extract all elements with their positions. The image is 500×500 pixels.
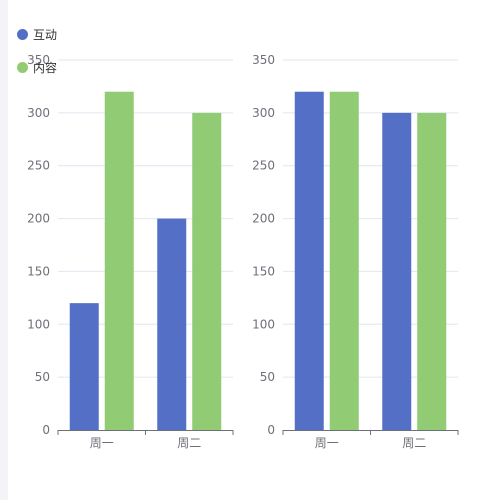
y-tick-label: 50 bbox=[260, 370, 275, 384]
bar bbox=[104, 91, 134, 430]
legend-item-1[interactable]: 内容 bbox=[17, 59, 57, 75]
bar bbox=[69, 303, 99, 430]
y-tick-label: 300 bbox=[252, 106, 275, 120]
legend-marker bbox=[17, 28, 28, 40]
bar bbox=[329, 91, 359, 430]
y-tick-label: 350 bbox=[252, 53, 275, 67]
y-tick-label: 150 bbox=[252, 264, 275, 278]
y-tick-label: 100 bbox=[27, 317, 50, 331]
x-tick-label: 周一 bbox=[90, 436, 114, 450]
y-tick-label: 250 bbox=[27, 159, 50, 173]
y-tick-label: 100 bbox=[252, 317, 275, 331]
y-tick-label: 0 bbox=[267, 423, 275, 437]
legend-marker bbox=[17, 61, 28, 73]
bar bbox=[382, 112, 412, 430]
legend: 互动 内容 bbox=[17, 26, 57, 92]
legend-item-0[interactable]: 互动 bbox=[17, 26, 57, 42]
y-tick-label: 0 bbox=[42, 423, 50, 437]
legend-label: 互动 bbox=[33, 27, 58, 42]
bar bbox=[157, 218, 187, 430]
legend-label: 内容 bbox=[33, 60, 58, 75]
y-tick-label: 200 bbox=[252, 212, 275, 226]
bar bbox=[417, 112, 447, 430]
bar bbox=[294, 91, 324, 430]
y-tick-label: 300 bbox=[27, 106, 50, 120]
y-tick-label: 200 bbox=[27, 212, 50, 226]
y-tick-label: 150 bbox=[27, 264, 50, 278]
bar bbox=[192, 112, 222, 430]
left-edge-strip bbox=[0, 0, 8, 500]
y-tick-label: 350 bbox=[27, 53, 50, 67]
x-tick-label: 周一 bbox=[315, 436, 339, 450]
x-tick-label: 周二 bbox=[177, 436, 201, 450]
y-tick-label: 250 bbox=[252, 159, 275, 173]
x-tick-label: 周二 bbox=[402, 436, 426, 450]
y-tick-label: 50 bbox=[35, 370, 50, 384]
